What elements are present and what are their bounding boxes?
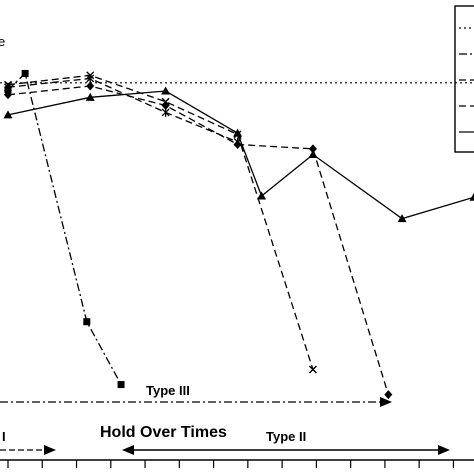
data-point-x-4 — [308, 365, 317, 374]
data-point-diamond-3 — [233, 139, 242, 149]
annotation-layer: Type III I Hold Over Times Type II — [0, 383, 450, 455]
type-iii-label: Type III — [146, 383, 190, 398]
data-point-diamond-4 — [308, 144, 317, 154]
data-point-triangle-0 — [3, 110, 13, 119]
series-line-triangle — [7, 90, 474, 220]
type-ii-arrowhead-left — [122, 445, 134, 455]
series-line-square — [7, 72, 122, 385]
data-point-triangle-5 — [308, 150, 318, 159]
data-point-triangle-3 — [233, 128, 243, 137]
data-point-triangle-7 — [469, 192, 474, 201]
data-point-diamond-2 — [161, 100, 170, 110]
chart-title-fragment: e — [0, 34, 5, 49]
series-layer — [3, 69, 474, 400]
data-point-star-1 — [86, 73, 95, 83]
data-point-triangle-2 — [161, 86, 171, 95]
data-point-diamond-1 — [86, 81, 95, 91]
data-point-square-1 — [21, 69, 29, 77]
data-point-square-2 — [83, 318, 91, 326]
type-ii-label: Type II — [266, 429, 306, 444]
hold-over-times-label: Hold Over Times — [100, 424, 227, 441]
data-point-triangle-6 — [397, 214, 407, 223]
series-line-diamond — [7, 85, 389, 395]
legend — [459, 27, 474, 133]
data-point-diamond-5 — [384, 390, 393, 400]
x-axis — [0, 459, 474, 468]
type-iii-arrowhead — [380, 397, 392, 407]
series-x — [4, 71, 317, 374]
series-square — [4, 69, 125, 389]
legend-box — [454, 5, 474, 153]
data-point-triangle-1 — [85, 92, 95, 101]
type-i-label: I — [2, 429, 6, 444]
data-point-diamond-0 — [4, 90, 12, 100]
series-triangle — [3, 86, 474, 223]
data-point-triangle-4 — [257, 191, 267, 200]
type-i-arrowhead — [44, 445, 56, 455]
type-ii-arrowhead-right — [438, 445, 450, 455]
series-diamond — [4, 81, 393, 400]
data-point-star-0 — [4, 82, 12, 92]
series-line-star — [7, 77, 238, 143]
series-line-x — [7, 74, 314, 370]
data-point-square-3 — [117, 381, 125, 389]
